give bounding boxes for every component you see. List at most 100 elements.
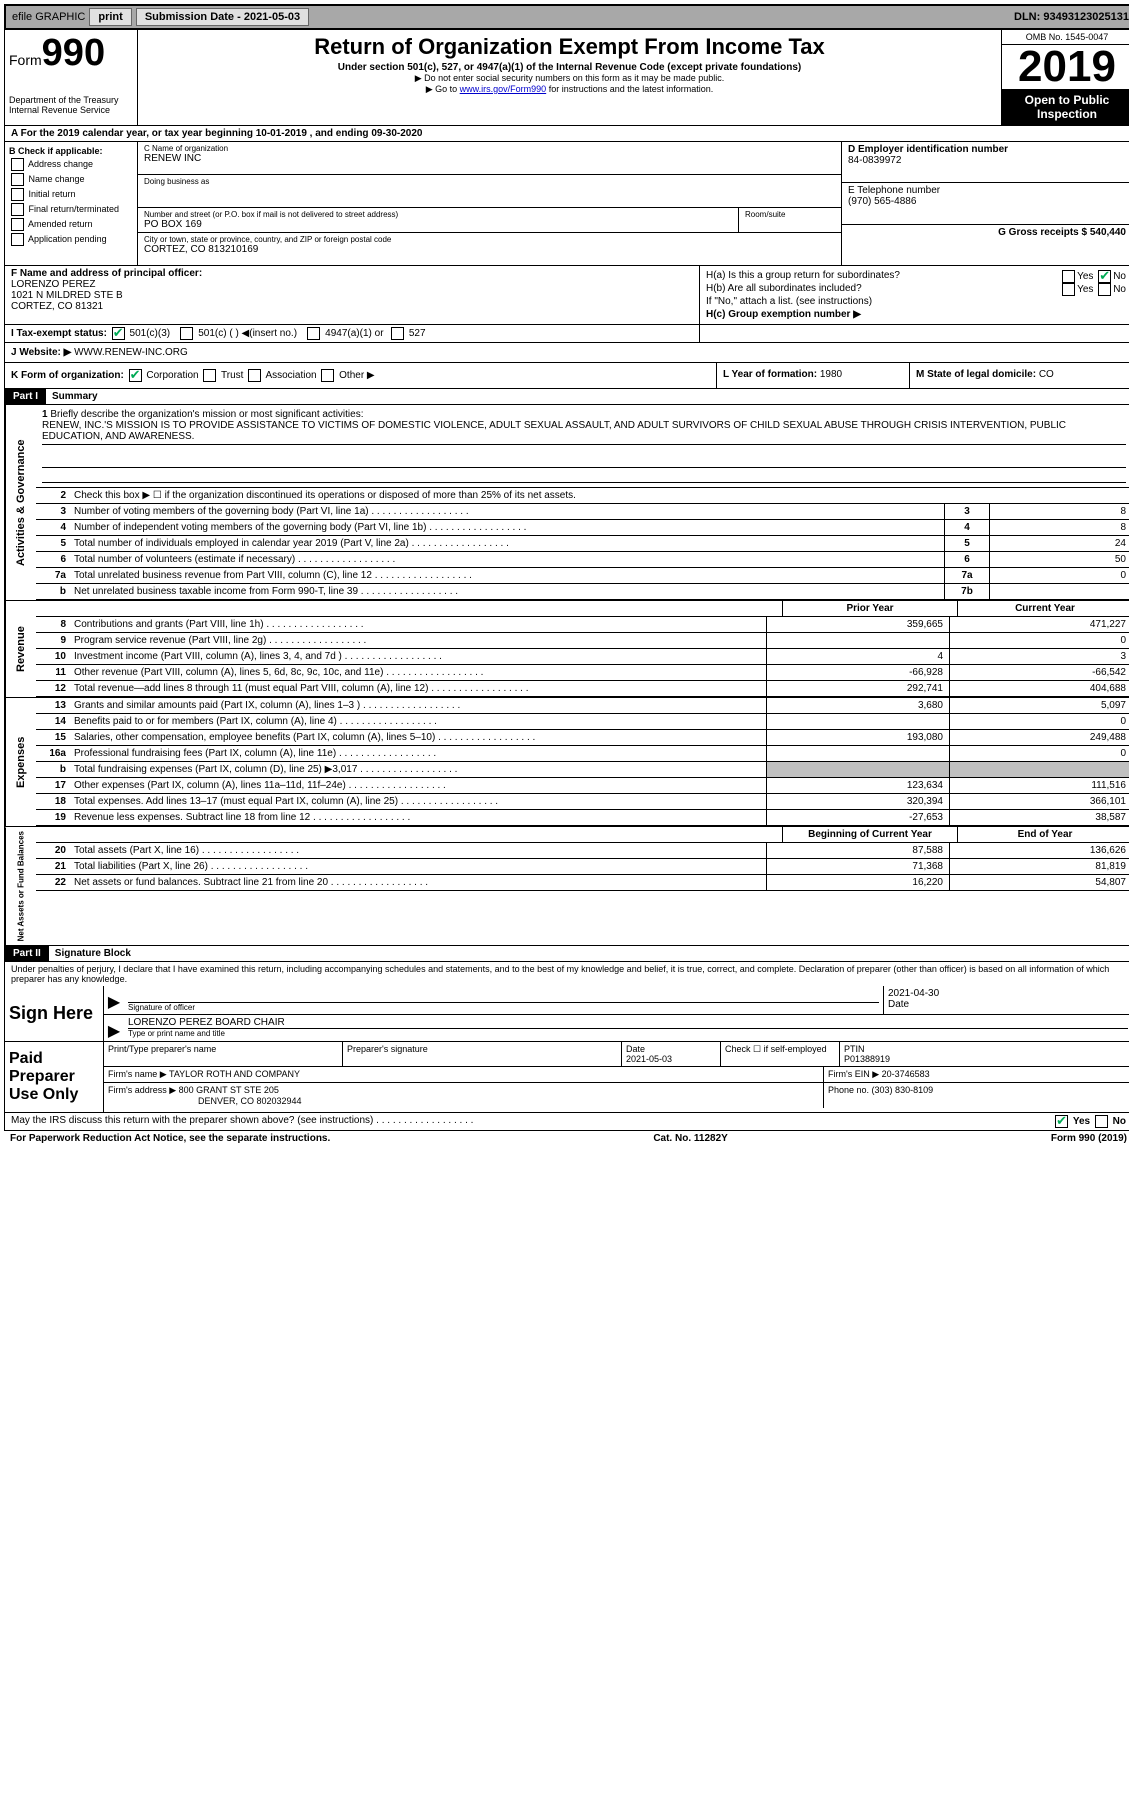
l3v: 8: [989, 504, 1129, 519]
cb-amended[interactable]: [11, 218, 24, 231]
phone-label: Phone no.: [828, 1085, 872, 1095]
row-fh: F Name and address of principal officer:…: [4, 266, 1129, 325]
side-net-assets: Net Assets or Fund Balances: [5, 827, 36, 945]
ha-no: No: [1113, 271, 1126, 282]
cb-hb-no[interactable]: [1098, 283, 1111, 296]
print-button[interactable]: print: [89, 8, 131, 26]
phone: (970) 565-4886: [848, 196, 1126, 207]
website: WWW.RENEW-INC.ORG: [74, 347, 188, 358]
cb-4947[interactable]: [307, 327, 320, 340]
fin-row: 14 Benefits paid to or for members (Part…: [36, 714, 1129, 730]
goto-post: for instructions and the latest informat…: [546, 84, 713, 94]
arrow-icon: ▶: [104, 1015, 124, 1041]
hb-no: No: [1113, 284, 1126, 295]
subtitle-2: ▶ Do not enter social security numbers o…: [142, 73, 997, 84]
cb-527[interactable]: [391, 327, 404, 340]
cat-no: Cat. No. 11282Y: [653, 1133, 727, 1144]
lbl-app-pending: Application pending: [28, 234, 107, 244]
hb-label: H(b) Are all subordinates included?: [706, 283, 862, 294]
i-527: 527: [409, 328, 426, 339]
l-label: L Year of formation:: [723, 369, 820, 380]
cb-corp[interactable]: [129, 369, 142, 382]
form-ref: Form 990 (2019): [1051, 1133, 1127, 1144]
psig-label: Preparer's signature: [347, 1044, 428, 1054]
form-title: Return of Organization Exempt From Incom…: [142, 34, 997, 60]
cb-discuss-no[interactable]: [1095, 1115, 1108, 1128]
fin-row: 9 Program service revenue (Part VIII, li…: [36, 633, 1129, 649]
i-501c3: 501(c)(3): [130, 328, 171, 339]
cb-final-return[interactable]: [11, 203, 24, 216]
signature-block: Sign Here ▶ Signature of officer 2021-04…: [4, 986, 1129, 1113]
cb-ha-yes[interactable]: [1062, 270, 1075, 283]
pdate: 2021-05-03: [626, 1054, 672, 1064]
col-b: B Check if applicable: Address change Na…: [5, 142, 138, 265]
ein: 84-0839972: [848, 155, 1126, 166]
cb-discuss-yes[interactable]: [1055, 1115, 1068, 1128]
ptin-label: PTIN: [844, 1044, 865, 1054]
cb-initial-return[interactable]: [11, 188, 24, 201]
officer-addr1: 1021 N MILDRED STE B: [11, 290, 693, 301]
cb-assoc[interactable]: [248, 369, 261, 382]
year-formation: 1980: [820, 369, 842, 380]
part-1-header: Part I Summary: [4, 389, 1129, 405]
addr-label: Number and street (or P.O. box if mail i…: [144, 210, 732, 219]
city-label: City or town, state or province, country…: [144, 235, 835, 244]
fin-row: 15 Salaries, other compensation, employe…: [36, 730, 1129, 746]
cb-ha-no[interactable]: [1098, 270, 1111, 283]
side-expenses: Expenses: [5, 698, 36, 826]
cb-501c3[interactable]: [112, 327, 125, 340]
dept-treasury: Department of the Treasury: [9, 95, 133, 105]
j-label: J Website: ▶: [11, 347, 74, 358]
cb-hb-yes[interactable]: [1062, 283, 1075, 296]
cy-header: Current Year: [957, 601, 1129, 616]
dln: DLN: 93493123025131: [1014, 11, 1129, 23]
public-inspection: Open to Public Inspection: [1002, 89, 1129, 125]
hc-label: H(c) Group exemption number ▶: [706, 309, 861, 320]
ein-label: Firm's EIN ▶: [828, 1069, 882, 1079]
activities-governance: Activities & Governance 1 Briefly descri…: [4, 405, 1129, 600]
cb-501c[interactable]: [180, 327, 193, 340]
addr: PO BOX 169: [144, 219, 732, 230]
fin-row: 18 Total expenses. Add lines 13–17 (must…: [36, 794, 1129, 810]
l7bv: [989, 584, 1129, 599]
side-revenue: Revenue: [5, 601, 36, 697]
firm-ein: 20-3746583: [882, 1069, 930, 1079]
faddr1: 800 GRANT ST STE 205: [179, 1085, 279, 1095]
row-i: I Tax-exempt status: 501(c)(3) 501(c) ( …: [4, 325, 1129, 343]
city: CORTEZ, CO 813210169: [144, 244, 835, 255]
cb-other[interactable]: [321, 369, 334, 382]
topbar: efile GRAPHIC print Submission Date - 20…: [4, 4, 1129, 30]
form990-link[interactable]: www.irs.gov/Form990: [460, 84, 547, 94]
fin-row: 17 Other expenses (Part IX, column (A), …: [36, 778, 1129, 794]
fin-row: 16a Professional fundraising fees (Part …: [36, 746, 1129, 762]
k-assoc: Association: [265, 370, 316, 381]
l6: Total number of volunteers (estimate if …: [70, 552, 944, 567]
org-name: RENEW INC: [144, 153, 835, 164]
fin-row: 11 Other revenue (Part VIII, column (A),…: [36, 665, 1129, 681]
l7b: Net unrelated business taxable income fr…: [70, 584, 944, 599]
sig-date-label: Date: [888, 999, 1128, 1010]
empty-line: [42, 453, 1126, 468]
cb-trust[interactable]: [203, 369, 216, 382]
expenses-section: Expenses 13 Grants and similar amounts p…: [4, 697, 1129, 826]
cb-address-change[interactable]: [11, 158, 24, 171]
row-klm: K Form of organization: Corporation Trus…: [4, 363, 1129, 389]
row-j: J Website: ▶ WWW.RENEW-INC.ORG: [4, 343, 1129, 363]
cb-app-pending[interactable]: [11, 233, 24, 246]
footer: For Paperwork Reduction Act Notice, see …: [4, 1131, 1129, 1146]
d-label: D Employer identification number: [848, 144, 1008, 155]
part-2-label: Signature Block: [55, 948, 131, 959]
f-label: F Name and address of principal officer:: [11, 268, 202, 279]
faddr2: DENVER, CO 802032944: [198, 1096, 302, 1106]
cb-name-change[interactable]: [11, 173, 24, 186]
faddr-label: Firm's address ▶: [108, 1085, 179, 1095]
pra-notice: For Paperwork Reduction Act Notice, see …: [10, 1133, 330, 1144]
discuss-yes: Yes: [1073, 1117, 1090, 1128]
mission: RENEW, INC.'S MISSION IS TO PROVIDE ASSI…: [42, 420, 1126, 445]
k-label: K Form of organization:: [11, 370, 124, 381]
col-de: D Employer identification number 84-0839…: [842, 142, 1129, 265]
lbl-final-return: Final return/terminated: [29, 204, 120, 214]
part-2-badge: Part II: [5, 946, 49, 961]
l3: Number of voting members of the governin…: [70, 504, 944, 519]
eoy-header: End of Year: [957, 827, 1129, 842]
